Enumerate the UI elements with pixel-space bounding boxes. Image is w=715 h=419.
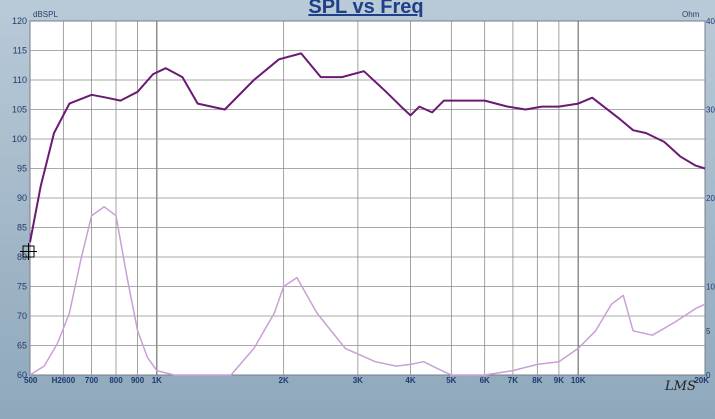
y-axis-unit: dBSPL: [33, 10, 58, 19]
tick-labels: 60 65 70 75 80 85 90 95 100 105 110 115 120 0 5 10 20 30 4…: [12, 16, 715, 385]
x-tick-label: 4K: [405, 376, 415, 385]
x-tick-label: 9K: [554, 376, 564, 385]
y2-tick-label: 40: [706, 17, 715, 26]
x-tick-label: 1K: [152, 376, 162, 385]
y-tick-label: 60: [17, 370, 27, 380]
x-tick-label: 8K: [532, 376, 542, 385]
y-tick-label: 120: [12, 16, 27, 26]
x-tick-label: 700: [85, 376, 99, 385]
y-tick-label: 65: [17, 341, 27, 351]
x-tick-label: 800: [109, 376, 123, 385]
y2-tick-label: 5: [706, 327, 711, 336]
x-tick-label: 20K: [694, 376, 709, 385]
x-tick-label: H2600: [52, 376, 76, 385]
y2-tick-label: 30: [706, 106, 715, 115]
impedance-curve: [29, 206, 706, 376]
y-tick-label: 70: [17, 311, 27, 321]
y-tick-label: 95: [17, 164, 27, 174]
x-tick-label: 6K: [480, 376, 490, 385]
x-tick-label: 2K: [279, 376, 289, 385]
lms-logo: LMS: [664, 379, 696, 394]
y-tick-label: 110: [13, 75, 27, 85]
y-tick-label: 75: [17, 282, 27, 292]
y2-tick-label: 0: [706, 371, 711, 380]
grid: [29, 20, 706, 376]
x-tick-label: 5K: [446, 376, 456, 385]
y-tick-label: 90: [17, 193, 27, 203]
x-tick-label: 10K: [571, 376, 586, 385]
y2-tick-label: 20: [706, 194, 715, 203]
spl-curve: [29, 52, 706, 243]
y2-axis-unit: Ohm: [682, 10, 700, 19]
x-tick-label: 7K: [508, 376, 518, 385]
y-tick-label: 115: [13, 46, 27, 56]
y-tick-label: 80: [17, 252, 27, 262]
y-tick-label: 85: [17, 223, 27, 233]
x-tick-label: 3K: [353, 376, 363, 385]
series-layer: [29, 52, 706, 376]
y-tick-label: 100: [12, 134, 27, 144]
chart-title: SPL vs Freq: [308, 0, 423, 18]
cursor-marker[interactable]: [20, 243, 37, 260]
y-tick-label: 105: [12, 105, 27, 115]
x-tick-label: 900: [131, 376, 145, 385]
x-tick-label: 500: [24, 376, 38, 385]
y2-tick-label: 10: [706, 283, 715, 292]
